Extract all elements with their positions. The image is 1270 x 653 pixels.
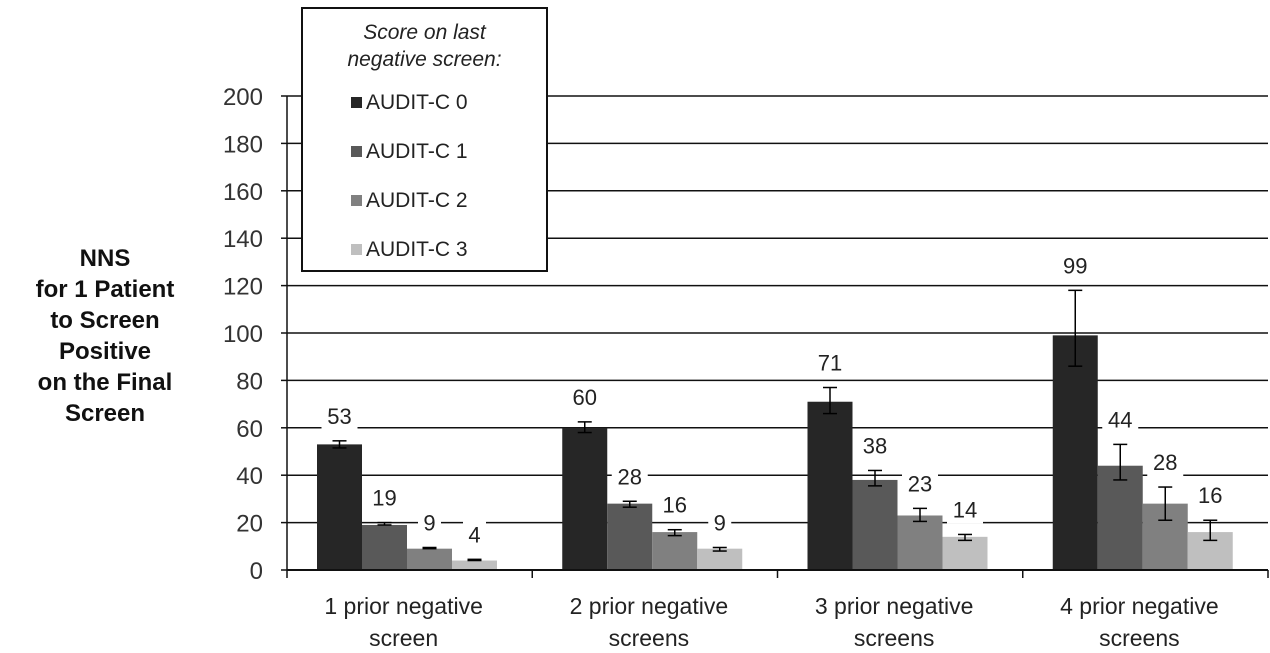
legend-swatch: [351, 146, 362, 157]
data-label: 60: [573, 385, 597, 410]
data-label-bg: [1102, 406, 1139, 434]
data-label: 14: [953, 497, 977, 522]
legend-title-line: negative screen:: [347, 48, 502, 71]
bar: [452, 560, 497, 570]
x-tick-label: screens: [609, 625, 690, 651]
data-label: 9: [423, 510, 435, 535]
y-tick-label: 120: [223, 274, 263, 301]
data-label-bg: [708, 509, 732, 537]
x-tick-label: screens: [854, 625, 935, 651]
bar: [1097, 465, 1143, 570]
y-tick-label: 140: [223, 226, 263, 253]
y-tick-label: 80: [236, 368, 263, 395]
legend-item-audit-c-0: AUDIT-C 0: [351, 91, 468, 115]
data-label-bg: [418, 509, 441, 537]
y-tick-label: 60: [236, 416, 263, 443]
data-label: 28: [618, 464, 642, 489]
bar: [562, 427, 608, 570]
data-label-bg: [566, 383, 603, 411]
data-label-bg: [321, 402, 358, 430]
data-label: 16: [663, 493, 687, 518]
x-tick-label: screen: [369, 625, 438, 651]
data-label: 99: [1063, 253, 1087, 278]
data-label: 16: [1198, 483, 1222, 508]
data-label: 4: [468, 522, 480, 547]
y-tick-label: 200: [223, 84, 263, 111]
data-label: 71: [818, 351, 842, 376]
x-tick-label: screens: [1099, 625, 1180, 651]
data-label-bg: [902, 470, 938, 498]
data-label-bg: [1192, 482, 1229, 510]
data-label: 23: [908, 471, 932, 496]
data-label: 53: [327, 404, 351, 429]
data-label: 19: [372, 486, 396, 511]
y-axis-label-line: on the Final: [37, 369, 173, 396]
y-tick-label: 160: [223, 179, 263, 206]
data-label-bg: [857, 432, 893, 460]
bar: [697, 548, 743, 570]
legend-item-audit-c-3: AUDIT-C 3: [351, 238, 468, 262]
y-tick-label: 40: [236, 463, 263, 490]
bar: [362, 524, 407, 570]
data-label-bg: [1147, 449, 1184, 477]
y-tick-label: 0: [250, 558, 263, 585]
x-tick-label: 2 prior negative: [570, 593, 729, 619]
legend-label: AUDIT-C 1: [366, 140, 468, 163]
x-tick-label: 1 prior negative: [324, 593, 483, 619]
data-label-bg: [947, 496, 983, 524]
legend-label: AUDIT-C 2: [366, 189, 468, 212]
y-axis-label-line: Positive: [58, 338, 152, 365]
y-tick-label: 180: [223, 131, 263, 158]
x-tick-label: 3 prior negative: [815, 593, 974, 619]
legend-title: Score on last negative screen:: [303, 19, 546, 73]
legend-swatch: [351, 97, 362, 108]
data-label: 44: [1108, 407, 1132, 432]
legend-title-line: Score on last: [363, 21, 486, 44]
bar: [407, 548, 452, 570]
data-label-bg: [656, 491, 693, 519]
data-label-bg: [1057, 252, 1094, 280]
data-label-bg: [611, 463, 648, 491]
bar: [807, 401, 853, 570]
data-label: 28: [1153, 450, 1177, 475]
legend-swatch: [351, 195, 362, 206]
legend-item-audit-c-2: AUDIT-C 2: [351, 189, 468, 213]
legend-label: AUDIT-C 3: [366, 238, 468, 261]
bar: [897, 515, 943, 570]
y-axis-label-line: to Screen: [50, 307, 160, 334]
legend-swatch: [351, 244, 362, 255]
data-label-bg: [366, 484, 403, 512]
x-tick-label: 4 prior negative: [1060, 593, 1219, 619]
data-label: 38: [863, 433, 887, 458]
data-label: 9: [714, 510, 726, 535]
bar: [607, 503, 653, 570]
data-label-bg: [463, 521, 486, 549]
y-tick-label: 100: [223, 321, 263, 348]
bar: [852, 479, 898, 570]
y-axis-label-line: Screen: [64, 400, 146, 427]
y-tick-label: 20: [236, 511, 263, 538]
legend-item-audit-c-1: AUDIT-C 1: [351, 140, 468, 164]
bar: [317, 444, 362, 570]
y-axis-label-line: NNS: [79, 245, 131, 272]
bar: [1052, 335, 1098, 570]
y-axis-label: NNS for 1 Patient to Screen Positive on …: [0, 243, 210, 429]
legend: Score on last negative screen: AUDIT-C 0…: [301, 7, 548, 272]
bar: [652, 532, 698, 570]
data-label-bg: [812, 349, 848, 377]
bar: [942, 536, 988, 570]
legend-label: AUDIT-C 0: [366, 91, 468, 114]
y-axis-label-line: for 1 Patient: [35, 276, 175, 303]
